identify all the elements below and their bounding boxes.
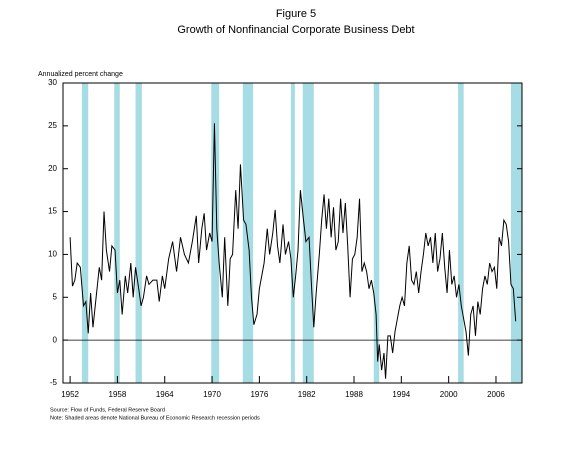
recession-band <box>81 83 89 383</box>
x-tick-label: 1964 <box>156 390 174 399</box>
y-tick-label: 25 <box>48 121 57 130</box>
chart-subtitle: Growth of Nonfinancial Corporate Busines… <box>177 24 414 36</box>
recession-band <box>510 83 522 383</box>
footnote: Note: Shaded areas denote National Burea… <box>50 415 260 421</box>
x-tick-label: 1994 <box>392 390 410 399</box>
y-tick-label: 30 <box>48 78 57 87</box>
recession-band <box>373 83 380 383</box>
y-tick-label: 15 <box>48 207 57 216</box>
recession-band <box>135 83 142 383</box>
y-tick-label: 10 <box>48 250 57 259</box>
chart-title: Figure 5 <box>276 8 316 20</box>
x-tick-label: 1982 <box>298 390 316 399</box>
recession-band <box>302 83 314 383</box>
data-line <box>69 123 517 379</box>
y-axis-label: Annualized percent change <box>38 71 123 78</box>
recession-band <box>114 83 120 383</box>
recession-band <box>290 83 295 383</box>
x-tick-label: 1970 <box>203 390 221 399</box>
plot-frame <box>62 82 523 384</box>
source-note: Source: Flow of Funds, Federal Reserve B… <box>50 407 165 413</box>
y-tick-label: 5 <box>53 292 58 301</box>
recession-band <box>211 83 220 383</box>
recession-band <box>458 83 464 383</box>
recession-band <box>242 83 254 383</box>
x-tick-label: 1958 <box>109 390 127 399</box>
x-tick-label: 2006 <box>487 390 505 399</box>
y-tick-label: 20 <box>48 164 57 173</box>
x-tick-label: 1952 <box>61 390 79 399</box>
y-tick-label: -5 <box>50 378 58 387</box>
x-tick-label: 1976 <box>250 390 268 399</box>
x-tick-label: 2000 <box>440 390 458 399</box>
y-tick-label: 0 <box>53 335 58 344</box>
x-tick-label: 1988 <box>345 390 363 399</box>
